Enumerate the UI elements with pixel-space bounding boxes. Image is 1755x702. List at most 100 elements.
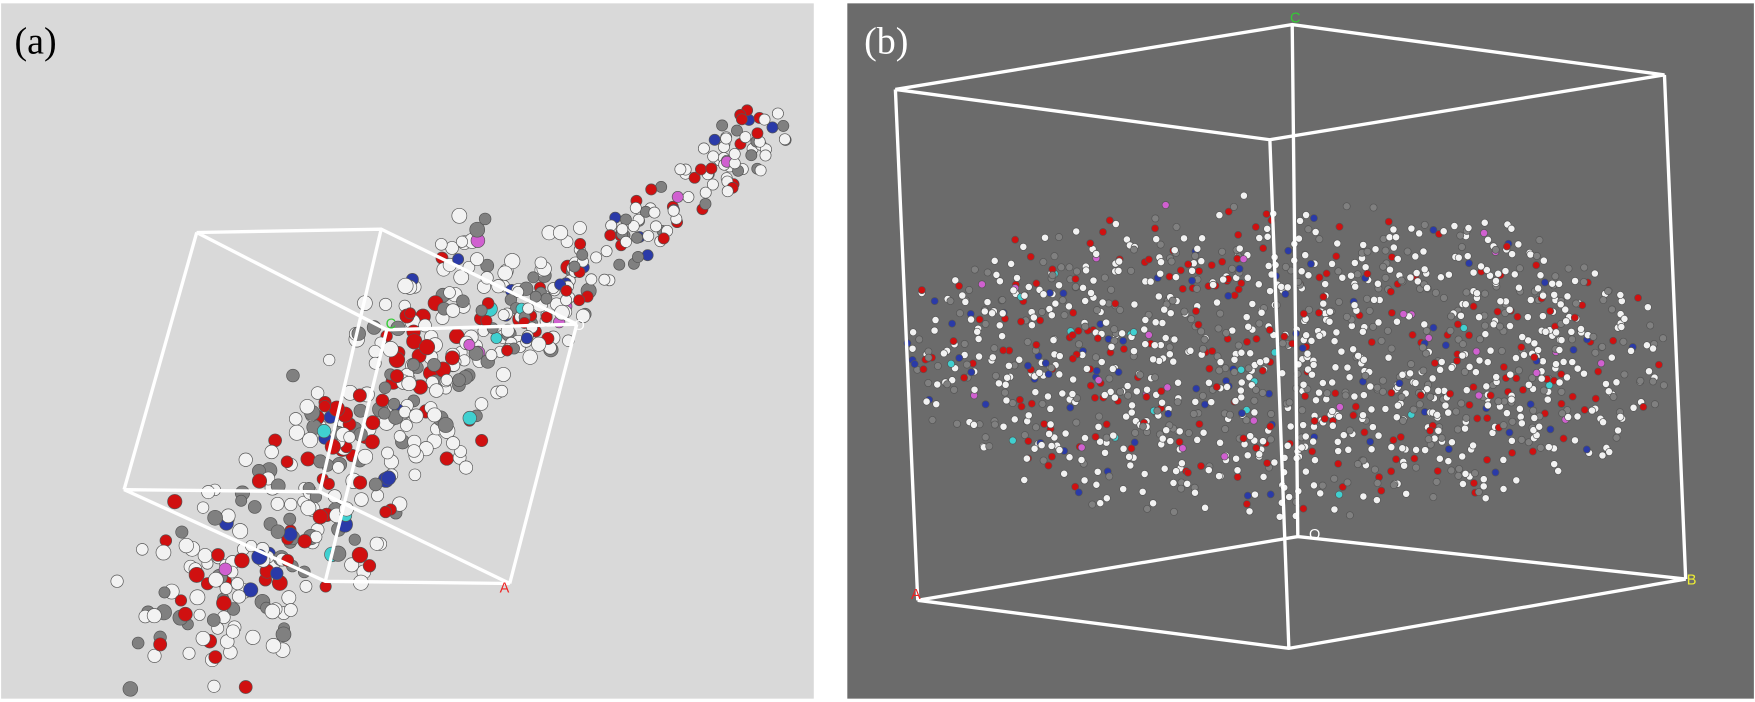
atom (1039, 290, 1048, 299)
atom (443, 286, 456, 299)
atom (1515, 264, 1524, 273)
atom (1529, 426, 1538, 435)
atom (1465, 331, 1473, 340)
atom (207, 509, 223, 526)
atom (1192, 384, 1201, 393)
atom (206, 613, 221, 627)
atom (1299, 504, 1308, 513)
atom (1543, 395, 1552, 404)
atom (1130, 245, 1138, 254)
atom (1335, 403, 1344, 411)
atom (1469, 441, 1477, 450)
atom (1096, 437, 1104, 446)
atom (463, 338, 476, 351)
atom (1003, 373, 1012, 382)
atom (504, 253, 521, 270)
atom (1151, 224, 1159, 233)
atom (1257, 308, 1266, 317)
atom (1120, 345, 1128, 353)
atom (1019, 242, 1028, 251)
atom (716, 119, 729, 132)
atom (1416, 391, 1425, 400)
atom (1092, 250, 1101, 258)
atom (1237, 365, 1246, 374)
atom (1068, 354, 1077, 363)
atom (1197, 462, 1205, 470)
atom (1530, 414, 1539, 422)
atom (1386, 287, 1395, 296)
atom (1246, 432, 1255, 440)
atom (475, 434, 489, 448)
axis-label: C (1290, 10, 1300, 26)
atom (1237, 378, 1246, 387)
atom (1406, 273, 1415, 282)
atom (1530, 339, 1539, 348)
atom (1505, 305, 1514, 314)
atom (1142, 393, 1151, 401)
atom (1484, 235, 1492, 244)
atom (446, 436, 461, 451)
atom (970, 265, 979, 274)
atom (1065, 302, 1073, 311)
atom (568, 260, 581, 273)
atom (1634, 293, 1642, 302)
atom (1568, 358, 1577, 366)
atom (1071, 482, 1080, 491)
atom (970, 385, 979, 394)
atom (745, 149, 758, 162)
atom (1007, 259, 1016, 268)
atom (1612, 433, 1621, 442)
atom (1492, 373, 1501, 381)
atom (354, 492, 369, 507)
atom (1482, 266, 1491, 274)
atom (1552, 360, 1560, 369)
atom (1301, 467, 1310, 476)
atom (1197, 257, 1206, 266)
atom (1045, 430, 1053, 438)
atom (243, 582, 259, 598)
atom (631, 231, 644, 244)
atom (496, 367, 511, 382)
atom (531, 336, 547, 352)
atom (1038, 308, 1046, 316)
atom (1128, 401, 1136, 410)
atom (1191, 488, 1199, 497)
atom (917, 286, 926, 294)
atom (1589, 332, 1598, 341)
atom (1110, 393, 1119, 402)
atom (758, 113, 771, 126)
atom (174, 594, 188, 607)
atom (1462, 288, 1471, 297)
atom (1481, 289, 1489, 298)
atom (1551, 272, 1560, 281)
atom (1255, 319, 1264, 328)
atom (1373, 383, 1382, 392)
atom (951, 276, 960, 285)
atom (1573, 364, 1582, 373)
atom (540, 311, 553, 324)
atom (1577, 325, 1585, 333)
atom (931, 316, 940, 324)
atom (1366, 382, 1375, 391)
atom (1074, 488, 1083, 497)
atom (632, 251, 644, 263)
atom (1139, 422, 1147, 431)
atom (1591, 348, 1600, 357)
atom (1559, 357, 1568, 366)
atom (1337, 347, 1346, 356)
atom (1262, 210, 1271, 218)
atom (1582, 445, 1591, 454)
atom (975, 352, 983, 361)
atom (1493, 307, 1502, 316)
atom (456, 235, 468, 248)
atom (1235, 264, 1244, 273)
atom (1372, 496, 1381, 504)
atom (1093, 467, 1102, 476)
atom (1392, 413, 1401, 422)
atom (418, 338, 436, 356)
atom (1367, 405, 1376, 414)
atom (1455, 465, 1463, 473)
atom (1448, 438, 1456, 447)
atom (1397, 393, 1406, 401)
atom (1178, 459, 1186, 468)
